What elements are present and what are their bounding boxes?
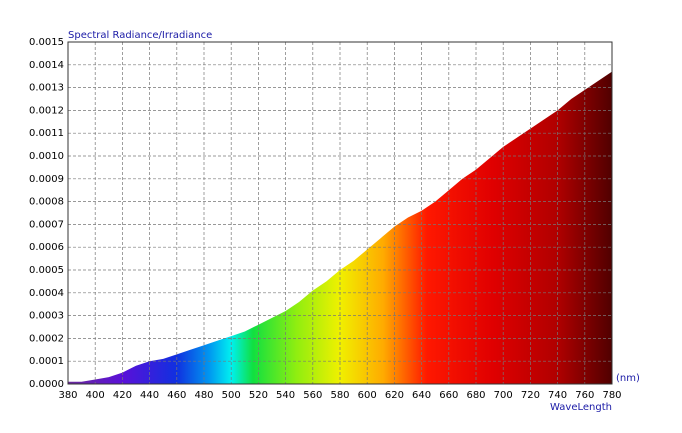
x-unit: (nm) <box>616 373 640 384</box>
x-tick-label: 500 <box>222 390 241 401</box>
plot-border <box>67 41 613 385</box>
x-tick-label: 380 <box>58 390 77 401</box>
y-tick-label: 0.0009 <box>29 174 64 185</box>
y-axis-label: Spectral Radiance/Irradiance <box>68 30 212 41</box>
x-tick-label: 540 <box>276 390 295 401</box>
x-tick-label: 700 <box>494 390 513 401</box>
y-tick-label: 0.0008 <box>29 197 64 208</box>
y-tick-label: 0.0012 <box>29 105 64 116</box>
y-tick-label: 0.0003 <box>29 311 64 322</box>
y-tick-label: 0.0006 <box>29 242 64 253</box>
x-tick-label: 420 <box>113 390 132 401</box>
y-tick-label: 0.0001 <box>29 356 64 367</box>
y-tick-label: 0.0004 <box>29 288 64 299</box>
y-tick-label: 0.0005 <box>29 265 64 276</box>
x-tick-label: 640 <box>412 390 431 401</box>
x-tick-label: 680 <box>466 390 485 401</box>
x-tick-label: 740 <box>548 390 567 401</box>
y-tick-label: 0.0014 <box>29 60 64 71</box>
x-tick-label: 600 <box>358 390 377 401</box>
x-tick-label: 620 <box>385 390 404 401</box>
x-tick-label: 400 <box>86 390 105 401</box>
y-tick-label: 0.0011 <box>29 128 64 139</box>
x-tick-label: 460 <box>167 390 186 401</box>
y-tick-label: 0.0000 <box>29 379 64 390</box>
x-tick-label: 440 <box>140 390 159 401</box>
y-tick-label: 0.0007 <box>29 219 64 230</box>
y-tick-label: 0.0015 <box>29 37 64 48</box>
x-tick-label: 560 <box>303 390 322 401</box>
y-tick-label: 0.0002 <box>29 333 64 344</box>
x-tick-label: 520 <box>249 390 268 401</box>
x-tick-label: 720 <box>521 390 540 401</box>
x-tick-label: 580 <box>330 390 349 401</box>
x-tick-label: 760 <box>575 390 594 401</box>
x-tick-label: 660 <box>439 390 458 401</box>
y-tick-label: 0.0013 <box>29 83 64 94</box>
x-tick-label: 780 <box>602 390 621 401</box>
y-tick-label: 0.0010 <box>29 151 64 162</box>
x-tick-label: 480 <box>194 390 213 401</box>
x-axis-label: WaveLength <box>550 402 612 413</box>
spectrum-area <box>68 71 612 384</box>
